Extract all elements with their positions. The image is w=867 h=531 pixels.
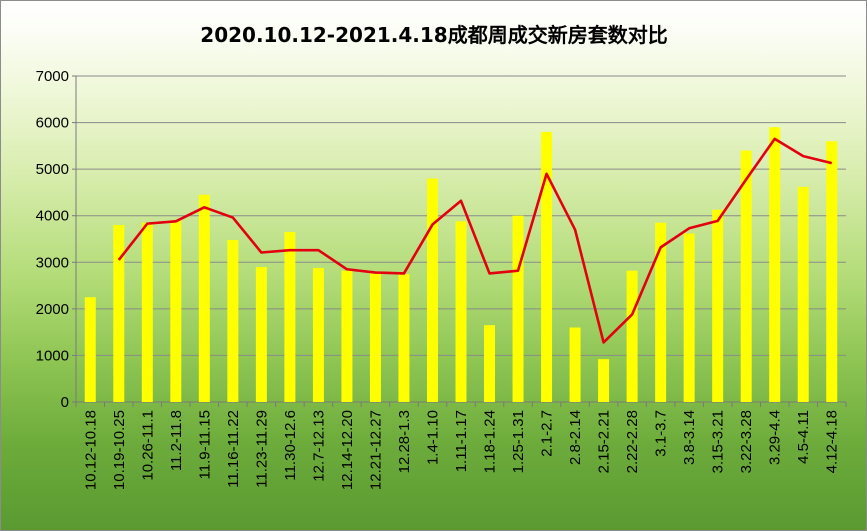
x-tick-label: 11.23-11.29	[253, 410, 270, 488]
bar	[284, 232, 296, 402]
bar	[683, 233, 695, 402]
chart-title: 2020.10.12-2021.4.18成都周成交新房套数对比	[200, 23, 667, 47]
y-tick-label: 7000	[36, 68, 69, 85]
y-tick-label: 1000	[36, 347, 69, 364]
x-tick-label: 1.25-1.31	[510, 410, 527, 473]
x-tick-label: 12.14-12.20	[339, 410, 356, 490]
x-tick-label: 10.12-10.18	[82, 410, 99, 490]
bar	[455, 221, 467, 402]
bar	[740, 150, 752, 402]
x-tick-label: 3.1-3.7	[653, 410, 670, 457]
x-tick-label: 2.1-2.7	[539, 410, 556, 457]
bar	[113, 225, 125, 402]
bar	[541, 131, 553, 402]
bar	[598, 359, 610, 402]
bar	[341, 270, 353, 402]
bar	[255, 266, 267, 402]
y-tick-label: 3000	[36, 254, 69, 271]
x-tick-label: 3.29-4.4	[767, 410, 784, 465]
bar-series	[84, 127, 838, 402]
bar	[369, 273, 381, 402]
x-tick-label: 11.2-11.8	[168, 410, 185, 471]
y-tick-label: 6000	[36, 115, 69, 132]
x-tick-label: 3.22-3.28	[738, 410, 755, 473]
x-tick-label: 11.9-11.15	[196, 410, 213, 480]
bar	[198, 194, 210, 402]
x-tick-label: 1.11-1.17	[453, 410, 470, 472]
y-tick-label: 0	[61, 394, 69, 411]
bar	[769, 127, 781, 402]
x-tick-label: 10.19-10.25	[111, 410, 128, 490]
x-tick-label: 1.18-1.24	[482, 410, 499, 473]
x-tick-label: 3.8-3.14	[681, 410, 698, 465]
y-tick-label: 4000	[36, 208, 69, 225]
bar	[141, 222, 153, 402]
x-tick-label: 10.26-11.1	[139, 410, 156, 481]
x-tick-label: 4.12-4.18	[824, 410, 841, 473]
x-tick-label: 12.21-12.27	[367, 410, 384, 490]
bar	[569, 327, 581, 402]
y-tick-label: 2000	[36, 301, 69, 318]
y-tick-labels: 0 1000 2000 3000 4000 5000 6000 7000	[36, 68, 69, 411]
x-tick-label: 11.30-12.6	[282, 410, 299, 481]
y-tick-label: 5000	[36, 161, 69, 178]
bar	[312, 267, 324, 402]
line-series	[117, 137, 833, 344]
x-tick-label: 11.16-11.22	[225, 410, 242, 488]
bar	[826, 141, 838, 402]
x-tick-label: 2.15-2.21	[596, 410, 613, 473]
bar	[712, 209, 724, 402]
x-tick-label: 4.5-4.11	[795, 410, 812, 464]
bar	[512, 215, 524, 402]
line-series-path	[117, 137, 833, 344]
bar	[797, 186, 809, 402]
bar	[426, 178, 438, 402]
bar	[626, 270, 638, 402]
bar	[170, 220, 182, 402]
bar	[84, 297, 96, 402]
x-tick-label: 12.7-12.13	[310, 410, 327, 482]
x-tick-label: 1.4-1.10	[424, 410, 441, 465]
bar	[655, 222, 667, 402]
bar	[398, 273, 410, 402]
x-tick-label: 12.28-1.3	[396, 410, 413, 473]
x-tick-label: 3.15-3.21	[710, 410, 727, 473]
bar	[227, 239, 239, 402]
x-tick-label: 2.8-2.14	[567, 410, 584, 465]
x-tick-labels: 10.12-10.18 10.19-10.25 10.26-11.1 11.2-11.…	[82, 410, 840, 490]
x-tick-label: 2.22-2.28	[624, 410, 641, 473]
bar	[484, 325, 496, 402]
